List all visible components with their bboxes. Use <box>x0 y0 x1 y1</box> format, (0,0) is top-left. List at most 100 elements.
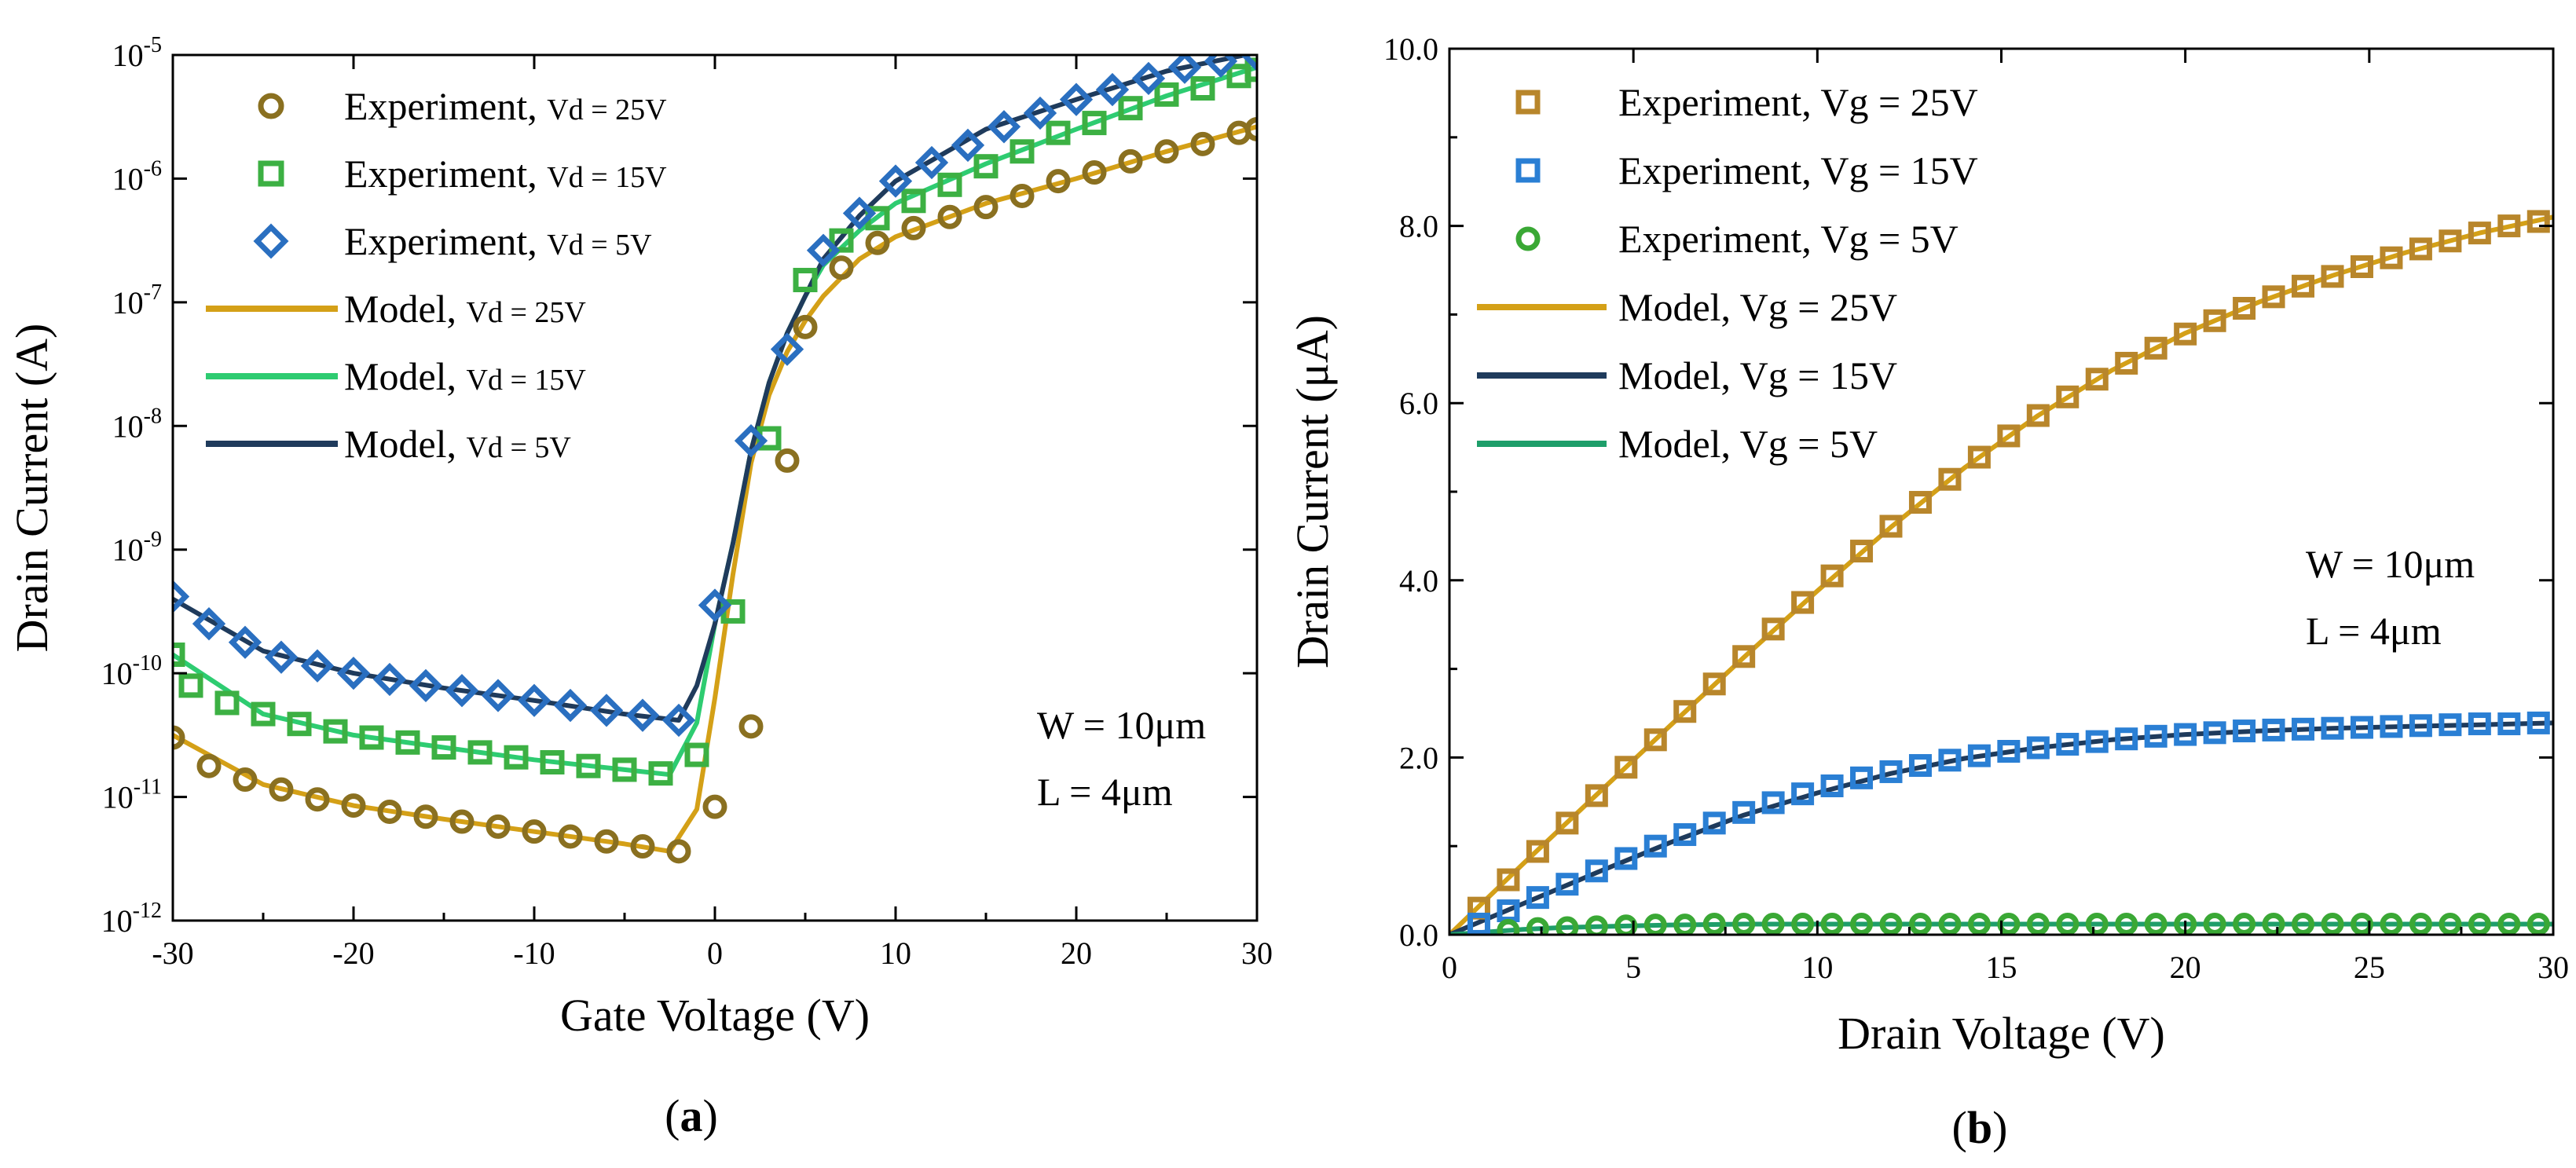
legend-label-a-1: Experiment, Vd = 15V <box>344 152 667 196</box>
data-point-a-2 <box>1131 61 1166 96</box>
data-point-a-1 <box>504 745 529 770</box>
x-tick-label-b: 20 <box>2170 950 2201 985</box>
y-tick-label-a: 10-11 <box>102 775 162 815</box>
data-point-b-0 <box>2174 322 2197 346</box>
data-point-b-2 <box>1879 912 1903 935</box>
data-point-b-2 <box>2056 912 2079 935</box>
data-point-a-2 <box>192 607 226 641</box>
data-point-b-2 <box>2144 912 2167 935</box>
y-tick-label-a: 10-12 <box>101 899 162 939</box>
data-point-a-2 <box>661 703 696 738</box>
annotation-w-a: W = 10μm <box>1037 703 1206 747</box>
legend-label-b-3: Model, Vg = 25V <box>1618 285 1897 329</box>
y-axis-title-b: Drain Current (μA) <box>1287 315 1338 668</box>
data-point-a-2 <box>372 662 407 697</box>
x-tick-label-b: 0 <box>1442 950 1457 985</box>
data-point-b-0 <box>2380 246 2403 269</box>
legend-label-a-4: Model, Vd = 15V <box>344 354 586 398</box>
data-point-a-2 <box>228 625 262 659</box>
data-point-b-1 <box>2409 714 2432 738</box>
data-point-a-1 <box>540 749 565 774</box>
data-point-a-0 <box>196 753 222 778</box>
data-point-b-2 <box>2527 912 2550 935</box>
data-point-a-2 <box>445 674 479 708</box>
data-point-a-1 <box>467 740 493 765</box>
y-tick-label-b: 6.0 <box>1399 386 1438 421</box>
data-point-b-2 <box>1908 912 1932 935</box>
data-point-b-2 <box>2233 912 2256 935</box>
legend-label-a-5: Model, Vd = 5V <box>344 422 571 466</box>
annotation-l-b: L = 4μm <box>2306 609 2442 653</box>
data-point-b-0 <box>2292 274 2315 298</box>
data-point-b-2 <box>2497 912 2521 935</box>
data-point-a-1 <box>1082 111 1107 136</box>
annotation-w-b: W = 10μm <box>2306 542 2475 586</box>
data-point-b-0 <box>1997 424 2021 448</box>
y-tick-label-b: 2.0 <box>1399 740 1438 775</box>
data-point-b-1 <box>1967 744 1991 767</box>
y-tick-label-a: 10-9 <box>112 528 162 568</box>
data-point-a-2 <box>734 424 768 458</box>
data-point-a-1 <box>648 761 673 786</box>
data-point-b-2 <box>1820 912 1844 935</box>
data-point-b-2 <box>2409 912 2432 935</box>
data-point-b-1 <box>2115 727 2138 751</box>
y-tick-label-a: 10-5 <box>112 33 162 73</box>
data-point-a-2 <box>698 588 732 622</box>
data-point-a-2 <box>300 649 335 683</box>
data-point-a-1 <box>214 690 240 716</box>
annotation-l-a: L = 4μm <box>1037 770 1173 814</box>
data-point-b-0 <box>1761 617 1785 641</box>
data-point-b-1 <box>2292 717 2315 741</box>
data-point-a-1 <box>1118 96 1143 121</box>
data-point-a-0 <box>377 799 402 824</box>
data-point-b-0 <box>2527 210 2550 233</box>
legend-marker-b-0 <box>1515 90 1541 115</box>
x-tick-label-a: -20 <box>332 935 374 971</box>
data-point-b-0 <box>2233 297 2256 320</box>
x-tick-label-a: 0 <box>707 935 723 971</box>
data-point-a-0 <box>233 767 258 793</box>
data-point-a-0 <box>793 314 818 339</box>
x-axis-title-a: Gate Voltage (V) <box>560 990 870 1041</box>
data-point-b-1 <box>2497 712 2521 736</box>
data-point-b-0 <box>2497 214 2521 238</box>
x-tick-label-b: 5 <box>1625 950 1641 985</box>
data-point-b-0 <box>2468 222 2491 245</box>
data-point-b-1 <box>2468 712 2491 736</box>
data-point-a-0 <box>865 230 890 255</box>
data-point-a-2 <box>517 683 551 717</box>
data-point-b-1 <box>1614 847 1638 870</box>
x-axis-title-b: Drain Voltage (V) <box>1838 1008 2165 1059</box>
data-point-b-2 <box>2085 912 2109 935</box>
y-tick-label-a: 10-8 <box>112 404 162 444</box>
data-point-a-0 <box>1082 160 1107 185</box>
data-point-b-0 <box>1526 840 1549 863</box>
data-point-b-0 <box>1850 540 1874 563</box>
data-point-b-2 <box>1967 912 1991 935</box>
data-point-b-0 <box>1938 467 1962 491</box>
data-point-b-0 <box>1673 700 1697 723</box>
legend-b: Experiment, Vg = 25V Experiment, Vg = 15V… <box>1477 80 1978 466</box>
data-point-a-0 <box>1244 116 1257 141</box>
data-point-b-1 <box>2085 730 2109 753</box>
data-point-b-2 <box>1791 912 1815 935</box>
data-point-a-0 <box>341 793 366 818</box>
data-point-b-2 <box>2203 912 2226 935</box>
data-point-a-2 <box>264 640 299 674</box>
y-tick-label-b: 10.0 <box>1383 31 1438 67</box>
data-point-a-1 <box>1046 120 1071 145</box>
data-point-b-0 <box>1555 811 1579 835</box>
data-point-b-1 <box>1850 766 1874 789</box>
y-axis-title-a: Drain Current (A) <box>6 324 57 653</box>
data-point-a-0 <box>1010 183 1035 208</box>
y-tick-label-a: 10-6 <box>112 156 162 196</box>
data-point-a-0 <box>486 814 511 839</box>
data-point-b-1 <box>2380 715 2403 738</box>
data-point-b-1 <box>1526 886 1549 910</box>
data-point-a-1 <box>359 725 384 750</box>
data-point-a-0 <box>630 834 655 859</box>
data-point-b-0 <box>2439 229 2462 253</box>
y-tick-label-b: 0.0 <box>1399 917 1438 953</box>
data-point-b-2 <box>1702 912 1726 935</box>
